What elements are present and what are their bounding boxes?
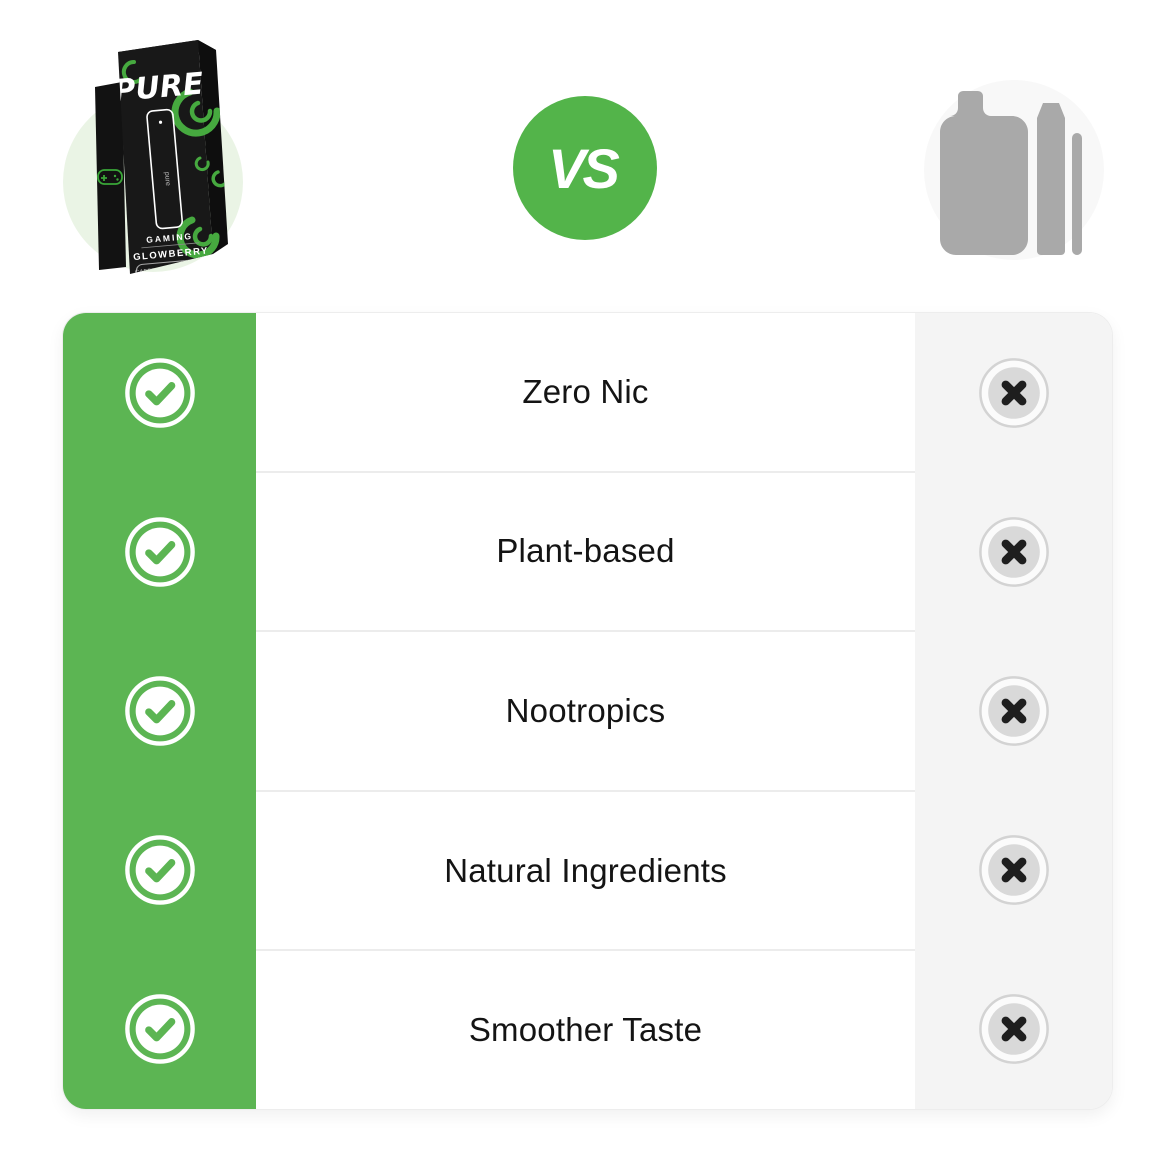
x-circle-icon bbox=[978, 676, 1049, 746]
brand-logo: PURE bbox=[112, 66, 205, 109]
feature-cell: Nootropics bbox=[256, 632, 915, 792]
feature-label: Plant-based bbox=[496, 532, 675, 570]
check-cell bbox=[63, 472, 256, 631]
feature-cell: Natural Ingredients bbox=[256, 792, 915, 952]
x-circle-icon bbox=[978, 357, 1049, 428]
divider-line bbox=[141, 242, 200, 249]
box-vape-silhouette bbox=[940, 91, 1028, 255]
cross-cell bbox=[915, 791, 1112, 950]
pure-product-image: PURE pure GAMING GLOWBERRY CAFFEINE + L-… bbox=[63, 40, 243, 274]
comparison-table: Zero Nic Plant-based Nootropics Natural … bbox=[62, 312, 1113, 1110]
check-circle-icon bbox=[124, 357, 195, 428]
features-column: Zero Nic Plant-based Nootropics Natural … bbox=[256, 313, 915, 1109]
pen-vape-silhouette bbox=[1037, 103, 1065, 255]
feature-cell: Plant-based bbox=[256, 473, 915, 633]
x-circle-icon bbox=[978, 835, 1049, 906]
pure-column bbox=[63, 313, 256, 1109]
check-circle-icon bbox=[124, 835, 195, 906]
feature-label: Natural Ingredients bbox=[444, 851, 727, 889]
cross-cell bbox=[915, 472, 1112, 631]
cross-cell bbox=[915, 313, 1112, 472]
feature-label: Smoother Taste bbox=[468, 1011, 703, 1049]
stick-vape-silhouette bbox=[1072, 133, 1082, 255]
gamepad-icon bbox=[97, 169, 123, 185]
competitor-column bbox=[915, 313, 1112, 1109]
check-cell bbox=[63, 950, 256, 1109]
vs-badge: VS bbox=[513, 96, 657, 240]
back-box bbox=[95, 82, 126, 270]
x-circle-icon bbox=[978, 994, 1049, 1065]
check-circle-icon bbox=[124, 676, 195, 746]
feature-label: Nootropics bbox=[505, 691, 666, 729]
check-cell bbox=[63, 313, 256, 472]
feature-cell: Zero Nic bbox=[256, 313, 915, 473]
check-circle-icon bbox=[124, 516, 195, 587]
check-cell bbox=[63, 791, 256, 950]
x-circle-icon bbox=[978, 516, 1049, 587]
generic-vapes-silhouette-image bbox=[924, 80, 1104, 260]
cross-cell bbox=[915, 950, 1112, 1109]
brush-swirl-art bbox=[121, 59, 228, 259]
check-circle-icon bbox=[124, 994, 195, 1065]
cross-cell bbox=[915, 631, 1112, 790]
feature-cell: Smoother Taste bbox=[256, 951, 915, 1109]
main-box: PURE pure GAMING GLOWBERRY CAFFEINE + L-… bbox=[112, 40, 228, 274]
feature-label: Zero Nic bbox=[522, 372, 649, 410]
vs-label: VS bbox=[548, 136, 620, 200]
device-window: pure bbox=[146, 108, 184, 230]
device-label: pure bbox=[163, 172, 171, 187]
check-cell bbox=[63, 631, 256, 790]
category-label: GAMING bbox=[146, 231, 194, 245]
